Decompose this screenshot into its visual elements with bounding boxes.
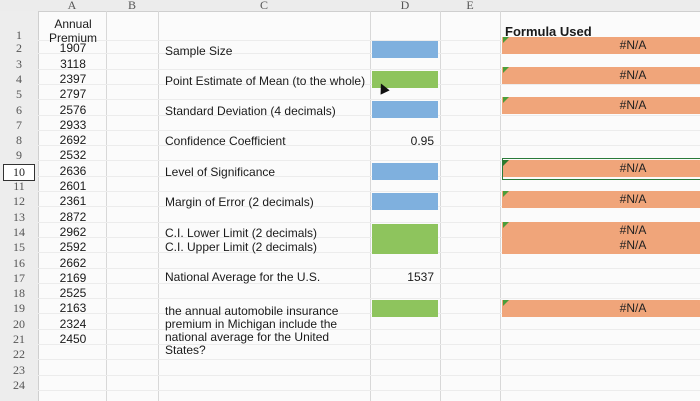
margin-error-input[interactable] <box>372 193 438 210</box>
annual-premium-cell[interactable]: 2797 <box>59 87 87 102</box>
annual-premium-cell[interactable]: 2872 <box>59 209 87 224</box>
annual-premium-cell[interactable]: 2601 <box>59 179 87 193</box>
row-number[interactable]: 11 <box>13 179 25 193</box>
annual-premium-cell[interactable]: 2163 <box>59 301 87 316</box>
annual-premium-header[interactable]: Annual Premium <box>48 17 97 45</box>
sample-size-label[interactable]: Sample Size <box>165 44 233 58</box>
formula-cell-sample-size[interactable] <box>502 37 700 54</box>
ci-lower-label[interactable]: C.I. Lower Limit (2 decimals) <box>165 226 318 240</box>
row-number[interactable]: 5 <box>16 87 22 102</box>
confidence-coef-value[interactable]: 0.95 <box>410 134 434 148</box>
annual-premium-cell[interactable]: 2397 <box>59 71 87 86</box>
selected-cell-outline <box>502 158 700 180</box>
formula-cell-ci-limits[interactable] <box>502 222 700 254</box>
point-estimate-input[interactable] <box>372 71 438 88</box>
formula-cell-point-estimate[interactable] <box>502 67 700 84</box>
significance-label[interactable]: Level of Significance <box>165 165 276 179</box>
annual-premium-cell[interactable]: 2525 <box>59 286 87 301</box>
annual-premium-cell[interactable]: 1907 <box>59 41 87 56</box>
error-indicator-icon <box>503 67 509 73</box>
row-number[interactable]: 23 <box>13 362 25 377</box>
row-number-column[interactable]: 1 2 3 4 5 6 7 8 9 10 11 12 13 14 15 16 17 18 19 20 21 22 23 24 <box>0 11 39 401</box>
sample-size-input[interactable] <box>372 41 438 58</box>
ci-upper-label[interactable]: C.I. Upper Limit (2 decimals) <box>165 240 318 254</box>
formula-cell-margin-error[interactable] <box>502 191 700 208</box>
annual-premium-cell[interactable]: 2169 <box>59 270 87 285</box>
error-indicator-icon <box>503 97 509 103</box>
annual-premium-cell[interactable]: 3118 <box>60 56 86 71</box>
std-dev-label[interactable]: Standard Deviation (4 decimals) <box>165 104 336 118</box>
confidence-coef-label[interactable]: Confidence Coefficient <box>165 134 286 148</box>
annual-premium-cell[interactable]: 2692 <box>59 133 87 148</box>
national-avg-value[interactable]: 1537 <box>407 270 434 284</box>
annual-premium-cell[interactable]: 2662 <box>59 255 87 270</box>
row-number[interactable]: 9 <box>16 148 22 163</box>
annual-premium-cell[interactable]: 2361 <box>59 194 87 209</box>
point-estimate-label[interactable]: Point Estimate of Mean (to the whole) <box>165 74 366 88</box>
error-indicator-icon <box>503 222 509 228</box>
formula-na-3: #N/A <box>619 98 647 112</box>
row-number[interactable]: 20 <box>13 316 25 331</box>
row-number[interactable]: 4 <box>16 71 22 86</box>
annual-premium-cell[interactable]: 2636 <box>59 163 87 178</box>
formula-na-5: #N/A <box>619 192 647 206</box>
row-number[interactable]: 18 <box>13 286 25 301</box>
formula-na-6: #N/A <box>619 223 647 237</box>
annual-premium-cell[interactable]: 2962 <box>59 224 87 239</box>
row-number[interactable]: 7 <box>16 117 22 132</box>
column-header-e[interactable]: E <box>440 0 500 12</box>
row-number[interactable]: 13 <box>13 209 25 224</box>
formula-na-2: #N/A <box>619 68 647 82</box>
row-number[interactable]: 15 <box>13 240 25 255</box>
column-header-d[interactable]: D <box>370 0 440 12</box>
row-number[interactable]: 19 <box>13 301 25 316</box>
column-header-a[interactable]: A <box>38 0 106 12</box>
annual-premium-cell[interactable]: 2450 <box>59 332 87 346</box>
column-header-f[interactable] <box>500 0 700 12</box>
national-avg-label[interactable]: National Average for the U.S. <box>165 270 321 284</box>
annual-premium-cell[interactable]: 2576 <box>59 102 87 117</box>
ci-limits-input[interactable] <box>372 224 438 254</box>
annual-premium-cell[interactable]: 2532 <box>59 148 87 163</box>
significance-input[interactable] <box>372 163 438 180</box>
error-indicator-icon <box>503 300 509 306</box>
formula-na-8: #N/A <box>619 301 647 315</box>
row-number[interactable]: 14 <box>13 224 25 239</box>
row-number[interactable]: 2 <box>16 41 22 56</box>
row-number[interactable]: 16 <box>13 255 25 270</box>
annual-premium-cell[interactable]: 2324 <box>59 316 87 331</box>
annual-premium-cell[interactable]: 2592 <box>59 240 87 255</box>
formula-used-header[interactable]: Formula Used <box>505 24 592 39</box>
error-indicator-icon <box>503 160 509 166</box>
row-number[interactable]: 3 <box>16 56 22 71</box>
formula-na-7: #N/A <box>619 238 647 252</box>
row-number[interactable]: 17 <box>13 270 25 285</box>
row-number[interactable]: 8 <box>16 133 22 148</box>
formula-na-4: #N/A <box>619 161 647 175</box>
row-number[interactable]: 6 <box>16 102 22 117</box>
column-header-b[interactable]: B <box>106 0 158 12</box>
std-dev-input[interactable] <box>372 101 438 118</box>
margin-error-label[interactable]: Margin of Error (2 decimals) <box>165 195 314 209</box>
column-header-c[interactable]: C <box>158 0 370 12</box>
row-number[interactable]: 10 <box>3 163 35 181</box>
row-number[interactable]: 21 <box>13 332 25 346</box>
row-number[interactable]: 24 <box>13 377 25 392</box>
formula-cell-conclusion[interactable] <box>502 300 700 317</box>
formula-na-1: #N/A <box>619 38 647 52</box>
error-indicator-icon <box>503 191 509 197</box>
row-number[interactable]: 22 <box>13 347 25 362</box>
row-number[interactable]: 1 <box>16 28 22 42</box>
row-number[interactable]: 12 <box>13 194 25 209</box>
formula-cell-significance[interactable] <box>502 160 700 177</box>
formula-cell-std-dev[interactable] <box>502 97 700 114</box>
annual-premium-cell[interactable]: 2933 <box>59 117 87 132</box>
error-indicator-icon <box>503 37 509 43</box>
question-text[interactable]: the annual automobile insurance premium … <box>165 304 339 357</box>
conclusion-input[interactable] <box>372 300 438 317</box>
